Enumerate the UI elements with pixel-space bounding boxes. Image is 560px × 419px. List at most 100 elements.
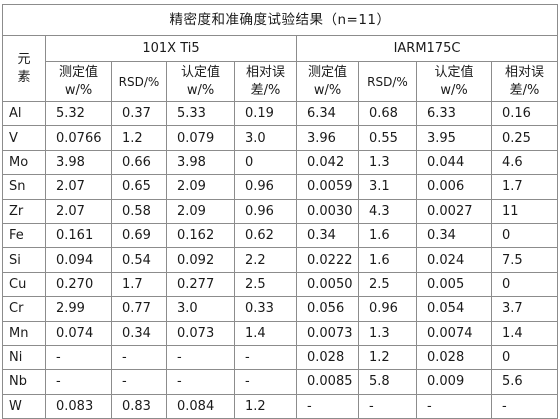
value-cell: 1.7 bbox=[111, 271, 167, 298]
table-row: Mo 3.98 0.66 3.98 0 0.042 1.3 0.044 4.6 bbox=[2, 149, 558, 176]
value-cell: 0.028 bbox=[296, 344, 359, 371]
value-cell: 1.4 bbox=[234, 320, 297, 346]
element-cell: Nb bbox=[2, 369, 46, 395]
value-cell: 6.33 bbox=[416, 100, 492, 127]
value-cell: - bbox=[166, 344, 235, 371]
sub-header-2-3: 认定值 w/% bbox=[416, 61, 492, 102]
sub-header-line-1: 测定值 bbox=[58, 64, 98, 80]
value-cell: 0.054 bbox=[416, 296, 492, 322]
sub-header-line-2: 差/% bbox=[509, 82, 540, 98]
value-cell: 0.34 bbox=[296, 222, 359, 249]
value-cell: 0.55 bbox=[358, 125, 417, 151]
element-cell: Mn bbox=[2, 320, 46, 346]
value-cell: 0.16 bbox=[491, 100, 558, 127]
value-cell: 0.96 bbox=[234, 174, 297, 200]
group-header-101x-ti5: 101X Ti5 bbox=[45, 35, 297, 62]
value-cell: 0.0030 bbox=[296, 198, 359, 224]
value-cell: - bbox=[166, 369, 235, 395]
value-cell: 0 bbox=[491, 344, 558, 371]
value-cell: 0.044 bbox=[416, 149, 492, 176]
results-table: 精密度和准确度试验结果（n=11） 元 素 101X Ti5 IARM175C … bbox=[2, 4, 558, 419]
element-cell: Ni bbox=[2, 344, 46, 371]
value-cell: 0.270 bbox=[45, 271, 112, 298]
value-cell: 0.056 bbox=[296, 296, 359, 322]
group-header-row: 元 素 101X Ti5 IARM175C bbox=[2, 35, 558, 102]
value-cell: 1.2 bbox=[358, 344, 417, 371]
sub-header-2-4: 相对误差/% bbox=[491, 61, 558, 102]
value-cell: 3.98 bbox=[45, 149, 112, 176]
table-container: 精密度和准确度试验结果（n=11） 元 素 101X Ti5 IARM175C … bbox=[2, 4, 558, 419]
sub-header-line-1: 认定值 bbox=[434, 64, 474, 80]
value-cell: - bbox=[234, 344, 297, 371]
value-cell: 0.0059 bbox=[296, 174, 359, 200]
value-cell: 0.77 bbox=[111, 296, 167, 322]
element-cell: Zr bbox=[2, 198, 46, 224]
value-cell: 7.5 bbox=[491, 247, 558, 273]
value-cell: 0.69 bbox=[111, 222, 167, 249]
value-cell: 3.7 bbox=[491, 296, 558, 322]
value-cell: 2.09 bbox=[166, 198, 235, 224]
sub-header-1-2: RSD/% bbox=[111, 61, 167, 102]
value-cell: - bbox=[45, 344, 112, 371]
value-cell: 11 bbox=[491, 198, 558, 224]
element-cell: Mo bbox=[2, 149, 46, 176]
element-header: 元 素 bbox=[2, 35, 46, 102]
value-cell: 0.66 bbox=[111, 149, 167, 176]
value-cell: 3.98 bbox=[166, 149, 235, 176]
value-cell: 5.8 bbox=[358, 369, 417, 395]
value-cell: 0.19 bbox=[234, 100, 297, 127]
value-cell: 0 bbox=[491, 222, 558, 249]
group-header-iarm175c: IARM175C bbox=[296, 35, 558, 62]
value-cell: 0.96 bbox=[234, 198, 297, 224]
table-row: Mn 0.074 0.34 0.073 1.4 0.0073 1.3 0.0074 1.4 bbox=[2, 320, 558, 346]
value-cell: 0.0073 bbox=[296, 320, 359, 346]
table-row: Nb - - - -0.0085 5.8 0.009 5.6 bbox=[2, 369, 558, 395]
value-cell: 2.2 bbox=[234, 247, 297, 273]
element-cell: Sn bbox=[2, 174, 46, 200]
table-row: V 0.0766 1.2 0.079 3.0 3.96 0.55 3.95 0.25 bbox=[2, 125, 558, 151]
value-cell: 0 bbox=[491, 271, 558, 298]
table-row: Zr 2.07 0.58 2.09 0.96 0.0030 4.3 0.0027 11 bbox=[2, 198, 558, 224]
value-cell: 0.005 bbox=[416, 271, 492, 298]
element-cell: Fe bbox=[2, 222, 46, 249]
value-cell: 1.7 bbox=[491, 174, 558, 200]
table-row: Cu 0.270 1.7 0.277 2.5 0.0050 2.5 0.005 0 bbox=[2, 271, 558, 298]
value-cell: 1.2 bbox=[111, 125, 167, 151]
value-cell: 4.3 bbox=[358, 198, 417, 224]
value-cell: 0.0766 bbox=[45, 125, 112, 151]
value-cell: - bbox=[45, 369, 112, 395]
value-cell: 0.0074 bbox=[416, 320, 492, 346]
sub-header-line-2: w/% bbox=[186, 82, 215, 98]
sub-header-2-1: 测定值 w/% bbox=[296, 61, 359, 102]
value-cell: 0.277 bbox=[166, 271, 235, 298]
sub-header-line-1: 相对误 bbox=[245, 64, 285, 80]
value-cell: 0.0222 bbox=[296, 247, 359, 273]
title-row: 精密度和准确度试验结果（n=11） bbox=[2, 4, 558, 36]
element-cell: Al bbox=[2, 100, 46, 127]
table-row: Sn 2.07 0.65 2.09 0.96 0.0059 3.1 0.006 1.7 bbox=[2, 174, 558, 200]
value-cell: 3.0 bbox=[234, 125, 297, 151]
value-cell: 2.5 bbox=[358, 271, 417, 298]
element-cell: Cr bbox=[2, 296, 46, 322]
value-cell: 0.024 bbox=[416, 247, 492, 273]
value-cell: 0.028 bbox=[416, 344, 492, 371]
value-cell: 0.074 bbox=[45, 320, 112, 346]
value-cell: 0.25 bbox=[491, 125, 558, 151]
value-cell: 0.68 bbox=[358, 100, 417, 127]
value-cell: 2.09 bbox=[166, 174, 235, 200]
sub-header-line-2: 差/% bbox=[250, 82, 281, 98]
value-cell: 1.3 bbox=[358, 320, 417, 346]
sub-header-line-2: w/% bbox=[440, 82, 468, 98]
sub-header-2-2: RSD/% bbox=[358, 61, 417, 102]
sub-header-1-1: 测定值 w/% bbox=[45, 61, 112, 102]
table-title: 精密度和准确度试验结果（n=11） bbox=[2, 4, 558, 36]
sub-header-line-1: RSD/% bbox=[118, 74, 160, 89]
sub-header-line-1: 认定值 bbox=[180, 64, 220, 80]
element-header-char-1: 元 bbox=[17, 51, 31, 67]
sub-header-line-2: w/% bbox=[64, 82, 93, 98]
value-cell: 0.62 bbox=[234, 222, 297, 249]
table-row: Cr 2.99 0.77 3.0 0.33 0.056 0.96 0.054 3.7 bbox=[2, 296, 558, 322]
sub-header-line-1: 相对误 bbox=[504, 64, 544, 80]
element-header-char-2: 素 bbox=[17, 69, 31, 85]
value-cell: 3.95 bbox=[416, 125, 492, 151]
